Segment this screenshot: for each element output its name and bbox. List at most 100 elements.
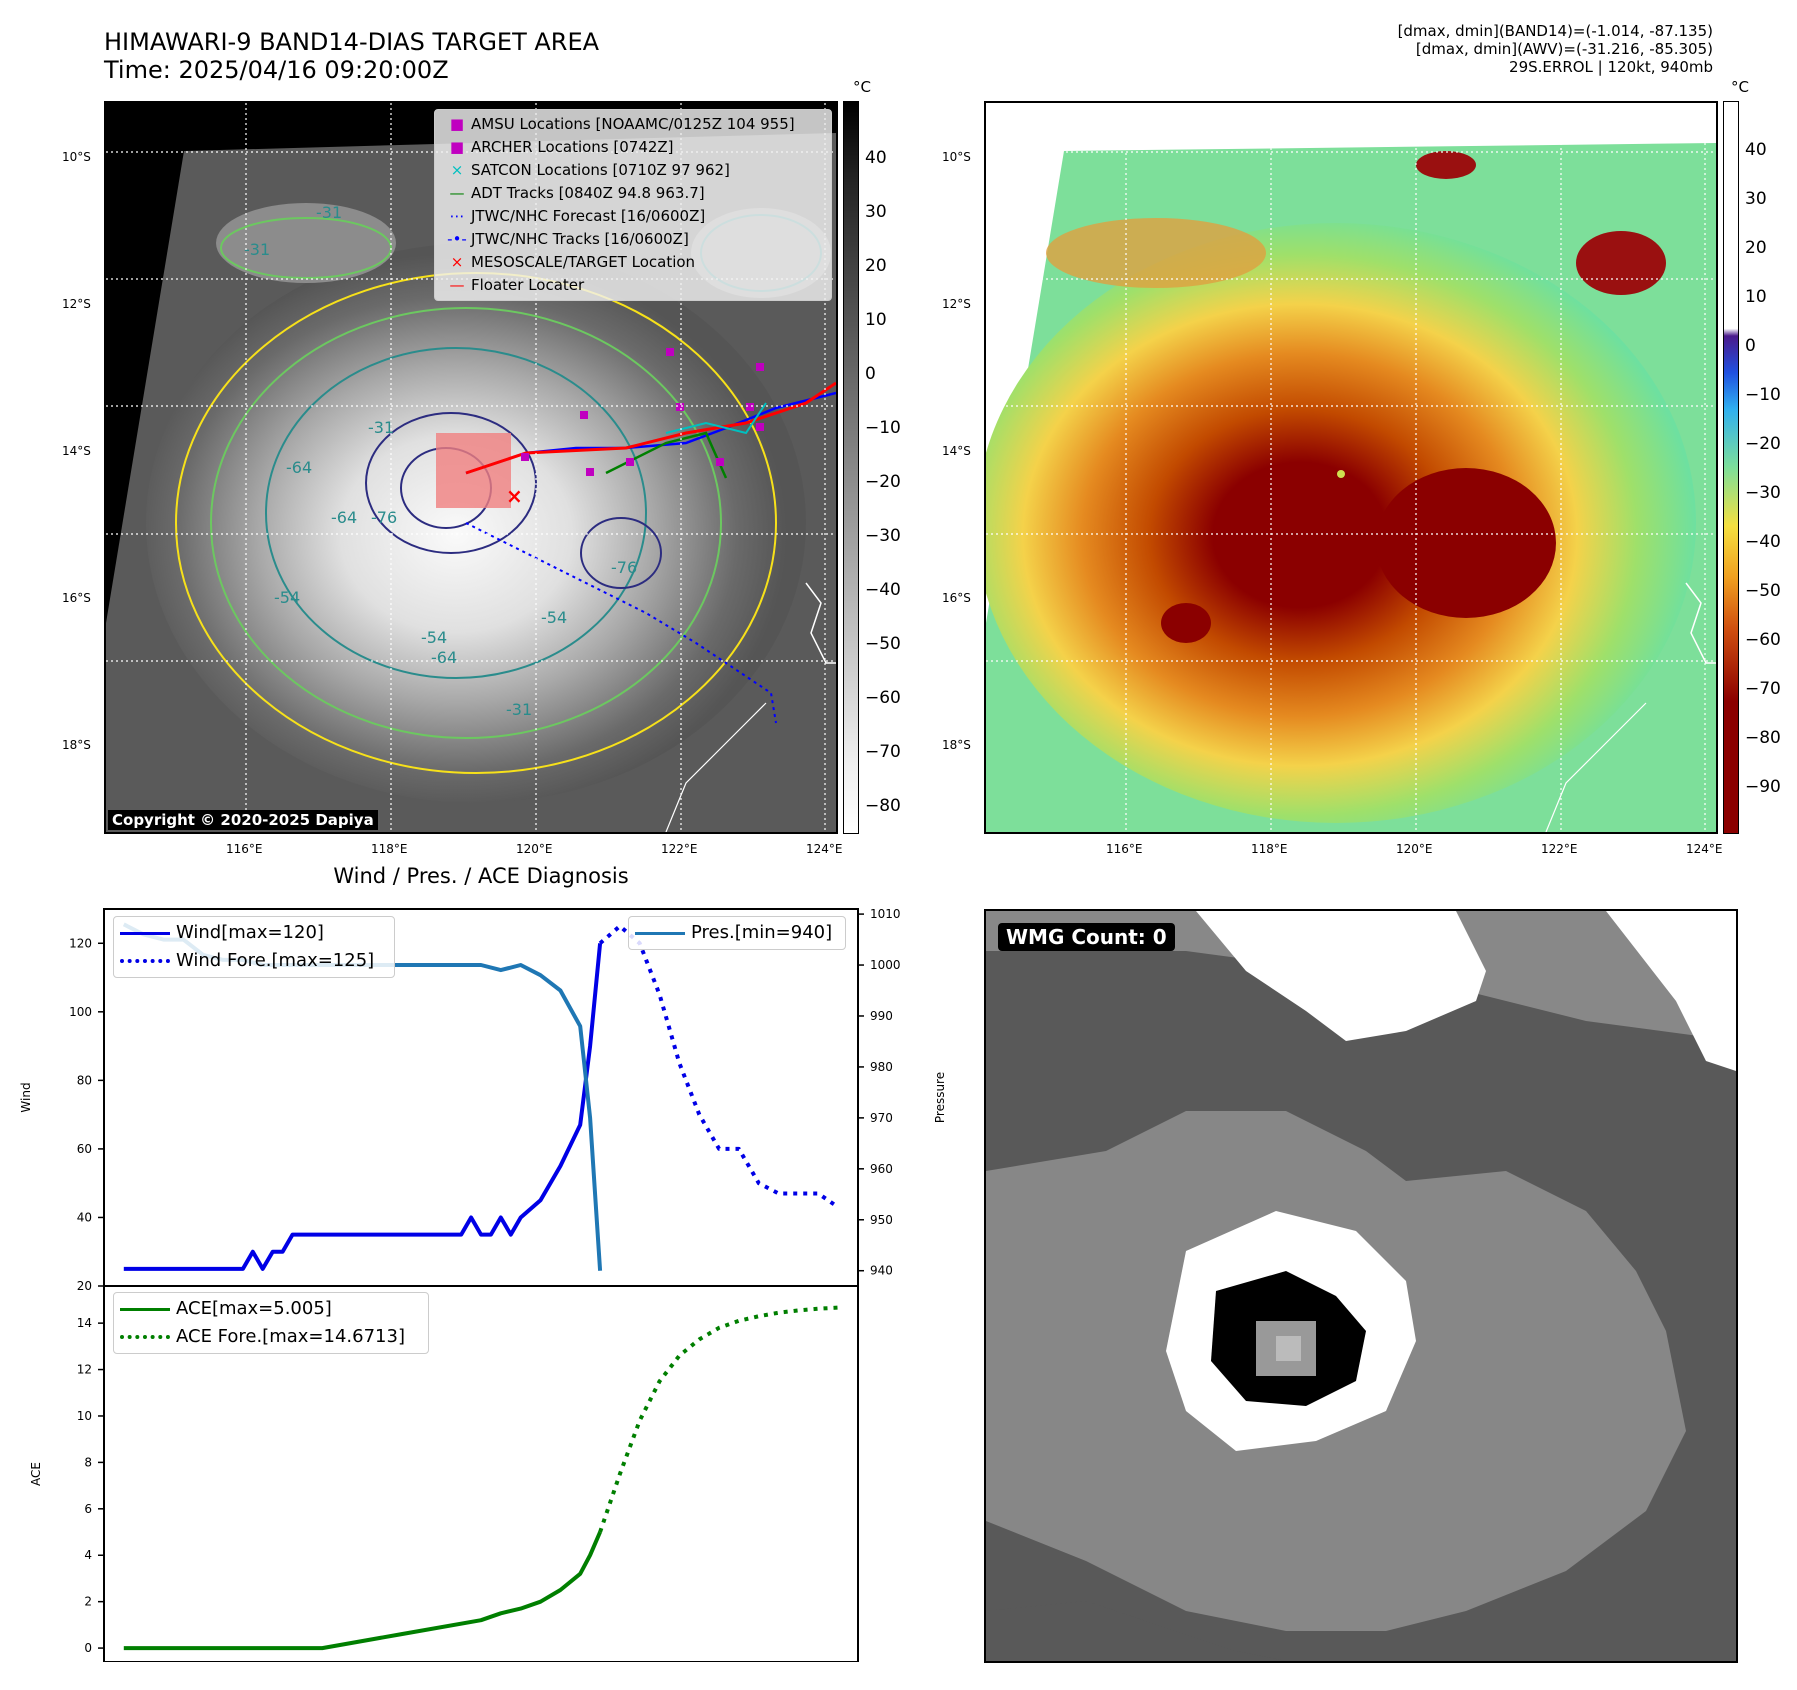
cbar-tick: −70: [1745, 679, 1781, 699]
lon-label: 118°E: [371, 842, 408, 856]
lon-labels-right: 116°E 118°E 120°E 122°E 124°E: [880, 842, 1740, 858]
legend-item-jtwc-tracks: -•- JTWC/NHC Tracks [16/0600Z]: [447, 230, 689, 248]
pres-legend: Pres.[min=940]: [628, 916, 846, 950]
ir-map-panel: -31 -31 -31 -31 -54 -54 -64 -64 -64 -76 …: [104, 101, 838, 834]
lat-label: 10°S: [62, 150, 91, 164]
y-tick-label: 60: [77, 1142, 92, 1156]
contour-label: -31: [244, 240, 270, 259]
cbar-tick: 20: [1745, 238, 1767, 258]
lon-label: 122°E: [1541, 842, 1578, 856]
lon-label: 116°E: [226, 842, 263, 856]
legend-wind-forecast: Wind Fore.[max=125]: [120, 947, 394, 975]
lon-label: 122°E: [661, 842, 698, 856]
y-tick-label: 6: [84, 1502, 92, 1516]
lon-label: 118°E: [1251, 842, 1288, 856]
storm-cloud: [146, 243, 806, 803]
adt-track: [605, 431, 728, 479]
cbar-tick: 30: [1745, 189, 1767, 209]
wmg-svg: [986, 911, 1736, 1661]
y-tick-label: 2: [84, 1595, 92, 1609]
lat-label: 14°S: [942, 444, 971, 458]
cbar-tick: −60: [1745, 630, 1781, 650]
lat-label: 12°S: [942, 297, 971, 311]
contour-label: -64: [286, 458, 312, 477]
diagnosis-title: Wind / Pres. / ACE Diagnosis: [333, 864, 629, 888]
legend-ace-forecast: ACE Fore.[max=14.6713]: [120, 1323, 428, 1351]
contour-teal: [265, 347, 647, 679]
series-line: [598, 1305, 839, 1533]
y-tick-label: 0: [84, 1641, 92, 1655]
y-tick-label: 80: [77, 1073, 92, 1087]
cbar-tick: −20: [865, 472, 901, 492]
stats-line-2: [dmax, dmin](AWV)=(-31.216, -85.305): [1415, 40, 1713, 58]
cbar-tick: 10: [865, 310, 887, 330]
color-map-gridlines: [986, 103, 1716, 832]
legend-item-jtwc-forecast: ⋯ JTWC/NHC Forecast [16/0600Z]: [449, 207, 706, 225]
y-right-tick-label: 980: [870, 1060, 893, 1074]
cbar-tick: −90: [1745, 777, 1781, 797]
cbar-tick: −70: [865, 742, 901, 762]
lat-label: 12°S: [62, 297, 91, 311]
y-right-axis-label: Pressure: [933, 1072, 947, 1123]
cbar-tick: −40: [1745, 532, 1781, 552]
y-tick-label: 20: [77, 1279, 92, 1290]
ace-legend: ACE[max=5.005] ACE Fore.[max=14.6713]: [113, 1292, 429, 1354]
figure-title: HIMAWARI-9 BAND14-DIAS TARGET AREA Time:…: [104, 28, 599, 84]
contour-label: -76: [611, 558, 637, 577]
plot-frame: [103, 1285, 859, 1662]
y-tick-label: 14: [77, 1316, 92, 1330]
y-tick-label: 10: [77, 1409, 92, 1423]
y-axis-label: Wind: [19, 1082, 33, 1112]
wmg-panel: WMG Count: 0: [984, 909, 1738, 1663]
title-line-1: HIMAWARI-9 BAND14-DIAS TARGET AREA: [104, 28, 600, 56]
cbar-tick: −80: [1745, 728, 1781, 748]
coastline: [805, 582, 836, 664]
lat-label: 16°S: [62, 591, 91, 605]
cbar-tick: 0: [865, 364, 876, 384]
legend-pres: Pres.[min=940]: [635, 919, 845, 947]
contour-label: -64: [331, 508, 357, 527]
y-tick-label: 12: [77, 1363, 92, 1377]
cbar-tick: −10: [1745, 385, 1781, 405]
y-right-tick-label: 1000: [870, 958, 901, 972]
contour-label: -31: [316, 203, 342, 222]
title-line-2: Time: 2025/04/16 09:20:00Z: [104, 56, 449, 84]
y-right-tick-label: 990: [870, 1009, 893, 1023]
y-tick-label: 40: [77, 1210, 92, 1224]
lat-label: 10°S: [942, 150, 971, 164]
contour-green: [210, 307, 722, 739]
map-legend: ■ AMSU Locations [NOAAMC/0125Z 104 955] ■…: [434, 109, 832, 301]
series-line: [123, 943, 603, 1271]
legend-item-satcon: × SATCON Locations [0710Z 97 962]: [450, 161, 730, 179]
lon-label: 116°E: [1106, 842, 1143, 856]
colorbar-gray: [843, 101, 859, 834]
lat-label: 18°S: [62, 738, 91, 752]
legend-item-adt: — ADT Tracks [0840Z 94.8 963.7]: [449, 184, 705, 202]
stats-line-3: 29S.ERROL | 120kt, 940mb: [1509, 58, 1713, 76]
wind-legend: Wind[max=120] Wind Fore.[max=125]: [113, 916, 395, 978]
lat-label: 18°S: [942, 738, 971, 752]
color-map-panel: [984, 101, 1718, 834]
y-right-tick-label: 940: [870, 1264, 893, 1278]
legend-item-floater: — Floater Locater: [449, 276, 585, 294]
contour-label: -31: [368, 418, 394, 437]
cbar-tick: −50: [865, 634, 901, 654]
amsu-points: [521, 348, 764, 476]
series-line: [598, 924, 840, 1209]
y-tick-label: 4: [84, 1548, 92, 1562]
y-tick-label: 8: [84, 1455, 92, 1469]
cbar-tick: 0: [1745, 336, 1756, 356]
lon-labels-left: 116°E 118°E 120°E 122°E 124°E: [0, 842, 843, 858]
copyright-label: Copyright © 2020-2025 Dapiya: [108, 810, 378, 830]
cbar-tick: 40: [865, 148, 887, 168]
contour-label: -31: [506, 700, 532, 719]
color-map-svg: [986, 103, 1716, 832]
cbar-tick: −80: [865, 796, 901, 816]
cbar-tick: −30: [865, 526, 901, 546]
lon-label: 120°E: [1396, 842, 1433, 856]
contour-label: -54: [274, 588, 300, 607]
lon-label: 120°E: [516, 842, 553, 856]
cbar-tick: −60: [865, 688, 901, 708]
colorbar-color-unit: °C: [1731, 78, 1749, 96]
contour-label: -64: [431, 648, 457, 667]
